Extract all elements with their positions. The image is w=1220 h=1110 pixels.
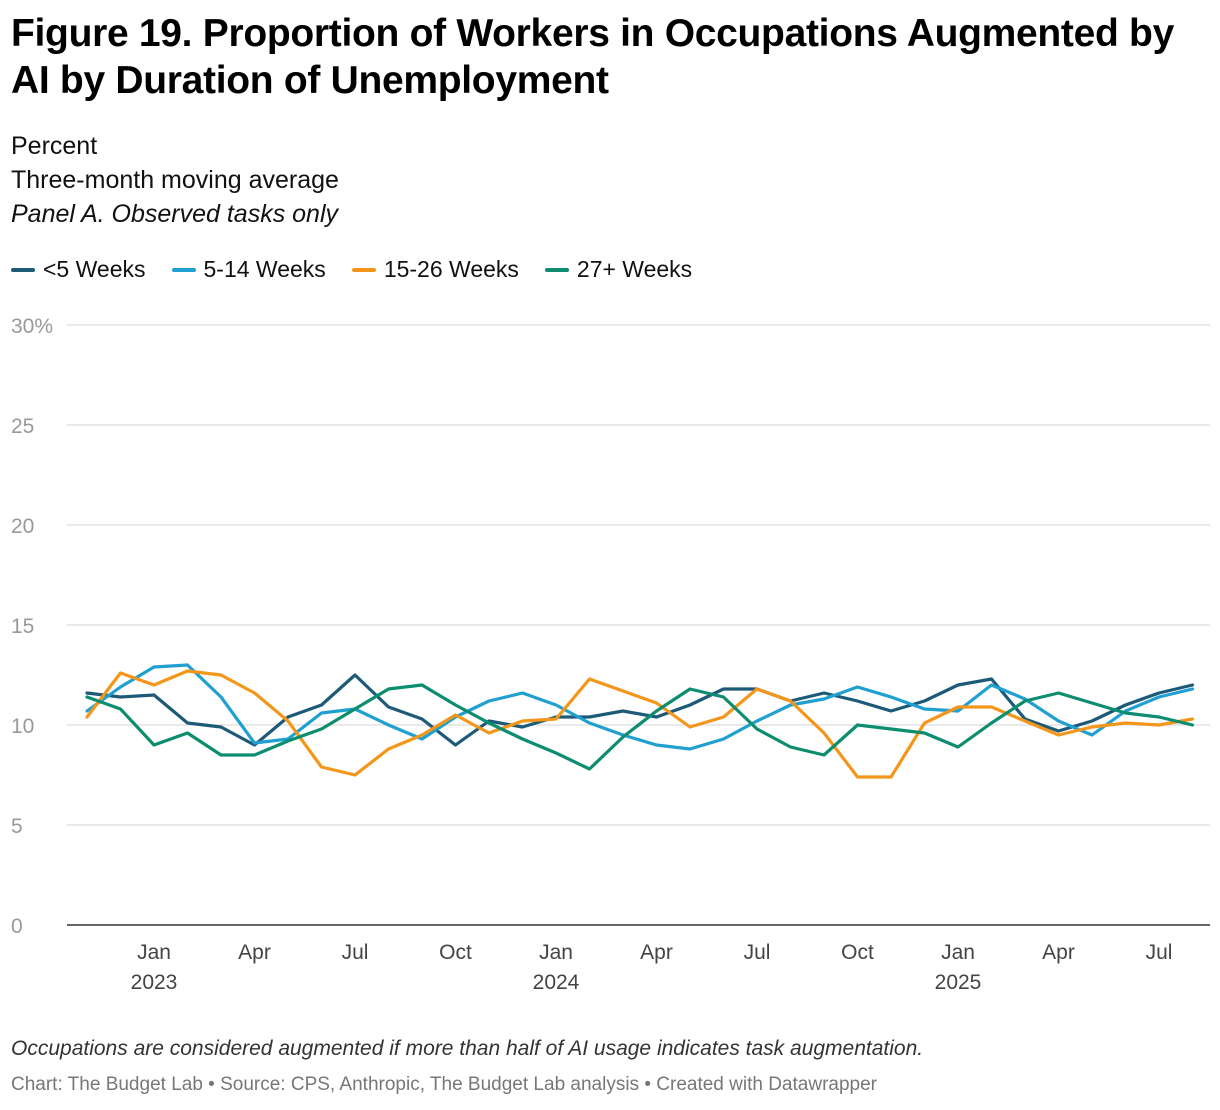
legend-item-27plus-weeks: 27+ Weeks (544, 256, 693, 283)
footnote: Occupations are considered augmented if … (11, 1037, 924, 1060)
chart-title: Figure 19. Proportion of Workers in Occu… (11, 12, 1174, 102)
legend-label: 5-14 Weeks (203, 256, 326, 282)
x-tick-label: Oct (439, 941, 472, 964)
subtitle-panel: Panel A. Observed tasks only (11, 200, 339, 228)
x-tick-label: Jan (137, 941, 171, 964)
y-tick-label: 25 (11, 415, 34, 438)
legend-swatch (544, 267, 569, 272)
series-line-15-26-weeks (85, 669, 1195, 779)
x-tick-label: Jul (744, 941, 771, 964)
series-line-5-14-weeks (85, 663, 1195, 751)
x-tick-label: Apr (1042, 941, 1075, 964)
x-tick-year: 2024 (533, 971, 580, 994)
x-tick-label: Oct (841, 941, 874, 964)
x-tick-label: Jan (941, 941, 975, 964)
source-credit: Chart: The Budget Lab • Source: CPS, Ant… (11, 1074, 877, 1095)
y-tick-label: 20 (11, 515, 34, 538)
y-tick-label: 15 (11, 615, 34, 638)
subtitle-method: Three-month moving average (11, 166, 339, 194)
legend-swatch (11, 267, 35, 272)
x-tick-year: 2025 (935, 971, 982, 994)
legend-item-lt-5-weeks: <5 Weeks (11, 256, 146, 283)
legend-label: 27+ Weeks (576, 256, 693, 282)
legend-swatch (171, 267, 196, 272)
x-tick-label: Jul (1146, 941, 1173, 964)
y-tick-label: 5 (11, 815, 23, 838)
legend-swatch (351, 267, 376, 272)
chart-legend: <5 Weeks 5-14 Weeks 15-26 Weeks 27+ Weeks (11, 256, 718, 283)
x-tick-label: Jul (342, 941, 369, 964)
x-tick-label: Apr (640, 941, 673, 964)
series-line-lt-5-weeks (85, 673, 1195, 747)
y-tick-label: 10 (11, 715, 34, 738)
legend-item-15-26-weeks: 15-26 Weeks (351, 256, 519, 283)
x-tick-label: Jan (539, 941, 573, 964)
y-tick-label: 30% (11, 315, 53, 338)
series-line-27plus-weeks (85, 683, 1195, 771)
legend-label: 15-26 Weeks (383, 256, 519, 282)
y-tick-label: 0 (11, 915, 23, 938)
x-tick-year: 2023 (131, 971, 178, 994)
subtitle-units: Percent (11, 132, 98, 160)
legend-item-5-14-weeks: 5-14 Weeks (171, 256, 326, 283)
x-tick-label: Apr (238, 941, 271, 964)
legend-label: <5 Weeks (43, 256, 146, 282)
